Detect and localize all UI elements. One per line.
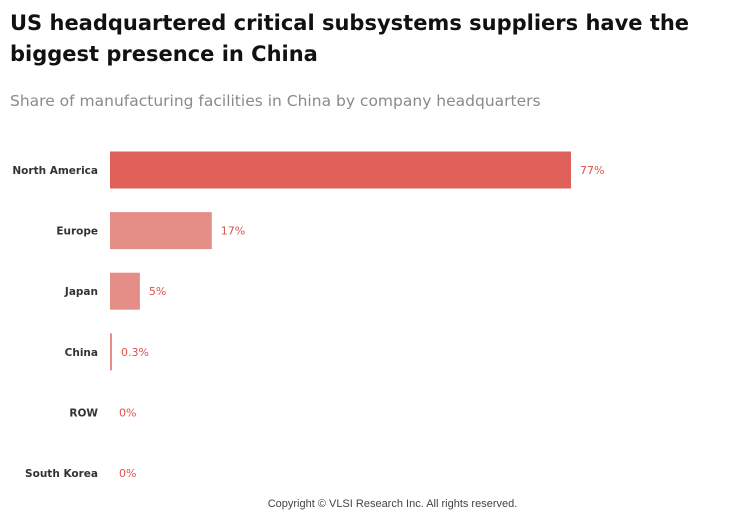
category-label-china: China [65, 347, 98, 359]
value-label-europe: 17% [221, 225, 245, 238]
copyright-notice: Copyright © VLSI Research Inc. All right… [267, 498, 518, 510]
chart-subtitle: Share of manufacturing facilities in Chi… [10, 92, 541, 110]
bar-north-america [110, 151, 571, 189]
bars-group: North America 77% Europe 17% Japan 5% China 0.3… [12, 151, 604, 480]
bar-europe [110, 212, 212, 250]
value-label-south-korea: 0% [119, 467, 136, 480]
bar-japan [110, 272, 140, 310]
category-label-japan: Japan [64, 286, 98, 298]
bar-china [110, 333, 112, 371]
value-label-north-america: 77% [580, 164, 604, 177]
category-label-south-korea: South Korea [25, 468, 98, 480]
chart-title: US headquartered critical subsystems sup… [10, 11, 690, 66]
value-label-china: 0.3% [121, 346, 149, 359]
category-label-europe: Europe [56, 226, 98, 238]
value-label-row: 0% [119, 406, 136, 419]
category-label-north-america: North America [12, 165, 98, 177]
category-label-row: ROW [69, 407, 98, 419]
value-label-japan: 5% [149, 285, 166, 298]
